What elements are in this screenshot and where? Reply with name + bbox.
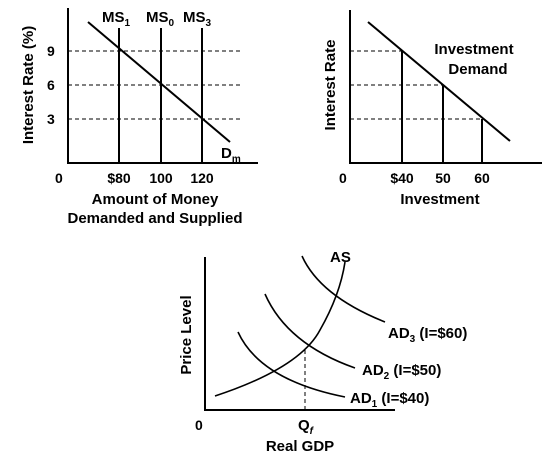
ms1-label: MS1: [102, 9, 131, 29]
money-market-x-axis-label-1: Amount of Money: [92, 191, 219, 208]
ad3-label: AD3 (I=$60): [388, 325, 467, 345]
x-tick-100: 100: [149, 170, 173, 186]
y-tick-9: 9: [47, 43, 55, 59]
investment-demand-label-2: Demand: [448, 61, 507, 78]
money-market-panel: Interest Rate (%) 9 6 3 MS1 MS0 MS3 Dm 0…: [20, 8, 258, 227]
ad-as-origin: 0: [195, 417, 203, 433]
x-tick-80: $80: [107, 170, 131, 186]
ad-as-y-axis-label: Price Level: [178, 295, 195, 374]
money-market-origin: 0: [55, 170, 63, 186]
investment-origin: 0: [339, 170, 347, 186]
investment-demand-curve: [367, 21, 511, 142]
x-tick-120: 120: [190, 170, 214, 186]
money-demand-label: Dm: [221, 145, 241, 165]
investment-x-tick-40: $40: [390, 170, 414, 186]
money-demand-curve: [87, 21, 231, 143]
investment-x-tick-60: 60: [474, 170, 490, 186]
investment-axes: [349, 10, 542, 164]
money-market-y-axis-label: Interest Rate (%): [20, 26, 37, 144]
ms0-label: MS0: [146, 9, 175, 29]
ad2-label: AD2 (I=$50): [362, 362, 441, 382]
qf-tick-label: Qf: [298, 417, 315, 437]
ad1-curve: [237, 331, 346, 398]
ad-as-x-axis-label: Real GDP: [266, 438, 334, 455]
investment-x-tick-50: 50: [435, 170, 451, 186]
money-market-x-axis-label-2: Demanded and Supplied: [67, 210, 242, 227]
ad3-curve: [301, 255, 386, 323]
as-label: AS: [330, 249, 351, 266]
ad1-label: AD1 (I=$40): [350, 390, 429, 410]
money-market-axes: [67, 8, 258, 164]
investment-panel: Interest Rate Investment Demand 0 $40 50…: [322, 10, 542, 208]
investment-demand-label-1: Investment: [434, 41, 513, 58]
aggregate-supply-curve: [214, 261, 346, 397]
y-tick-6: 6: [47, 77, 55, 93]
ad-as-axes: [204, 257, 395, 411]
ad-as-panel: Price Level AS AD3 (I=$60) AD2 (I=$50) A…: [178, 249, 467, 455]
ms3-label: MS3: [183, 9, 212, 29]
investment-y-axis-label: Interest Rate: [322, 40, 339, 131]
ad2-curve: [264, 293, 356, 369]
investment-x-axis-label: Investment: [400, 191, 479, 208]
y-tick-3: 3: [47, 111, 55, 127]
